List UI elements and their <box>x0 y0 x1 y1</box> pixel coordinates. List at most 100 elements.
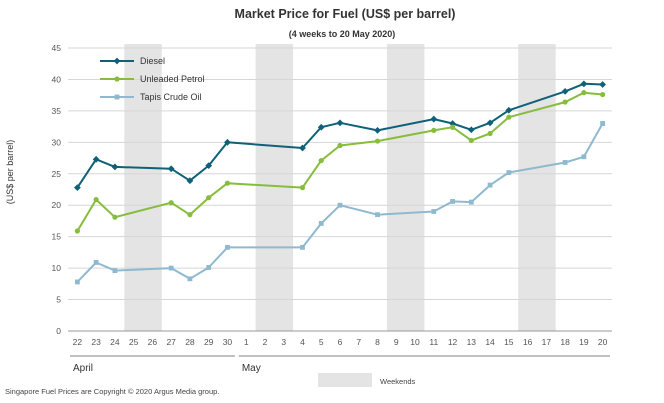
x-tick-label: 28 <box>185 337 195 347</box>
x-tick-label: 19 <box>579 337 589 347</box>
data-point <box>337 142 343 149</box>
data-point <box>337 202 343 208</box>
data-point <box>468 199 474 205</box>
data-point <box>187 212 193 218</box>
x-tick-label: 7 <box>356 337 361 347</box>
data-point <box>318 221 324 226</box>
data-point <box>93 196 99 203</box>
x-tick-label: 27 <box>166 337 176 347</box>
data-point <box>300 244 305 250</box>
data-point <box>168 200 174 206</box>
x-tick-label: 5 <box>319 337 324 347</box>
x-tick-label: 3 <box>281 337 286 347</box>
chart-subtitle: (4 weeks to 20 May 2020) <box>289 29 396 39</box>
data-point <box>581 90 587 96</box>
legend-marker <box>114 94 120 100</box>
data-point <box>506 114 512 120</box>
x-tick-label: 9 <box>394 337 399 347</box>
series-0 <box>73 80 607 192</box>
x-tick-label: 29 <box>204 337 214 347</box>
x-tick-label: 15 <box>504 337 514 347</box>
legend-label: Unleaded Petrol <box>140 74 205 84</box>
x-tick-label: 12 <box>448 337 458 347</box>
x-tick-label: 25 <box>129 337 139 347</box>
legend-marker <box>114 76 120 82</box>
data-point <box>111 163 119 171</box>
data-point <box>205 162 213 170</box>
x-tick-label: 20 <box>598 337 608 347</box>
data-point <box>317 123 325 131</box>
data-point <box>374 138 381 144</box>
data-point <box>299 185 306 191</box>
legend: Diesel Unleaded Petrol Tapis Crude Oil <box>100 56 205 102</box>
data-point <box>431 127 437 133</box>
data-point <box>581 154 587 160</box>
series-lines <box>73 80 607 285</box>
data-point <box>74 279 80 285</box>
weekend-band-0 <box>124 44 162 331</box>
x-tick-label: 14 <box>485 337 495 347</box>
data-point <box>225 244 230 250</box>
x-tick-label: 26 <box>148 337 158 347</box>
y-tick-label: 15 <box>52 232 62 242</box>
legend-marker <box>113 57 121 65</box>
data-point <box>167 165 175 173</box>
data-point <box>487 182 493 188</box>
x-tick-label: 10 <box>410 337 420 347</box>
x-tick-label: 22 <box>73 337 83 347</box>
data-point <box>206 265 212 270</box>
data-point <box>431 209 437 214</box>
y-tick-labels: 0 5 10 15 20 25 30 35 40 45 <box>52 43 62 336</box>
data-point <box>486 119 494 127</box>
x-tick-label: 23 <box>91 337 101 347</box>
data-point <box>449 120 456 127</box>
x-tick-label: 16 <box>523 337 533 347</box>
data-point <box>168 265 174 271</box>
data-point <box>93 260 99 265</box>
data-point <box>112 214 118 220</box>
x-tick-label: 17 <box>542 337 552 347</box>
data-point <box>505 106 513 114</box>
x-tick-label: 13 <box>467 337 477 347</box>
data-point <box>449 124 456 130</box>
data-point <box>112 268 118 274</box>
y-tick-label: 30 <box>52 137 62 147</box>
x-tick-label: 1 <box>244 337 249 347</box>
data-point <box>186 177 194 185</box>
data-point <box>336 119 344 127</box>
y-tick-label: 35 <box>52 106 62 116</box>
data-point <box>450 199 455 204</box>
y-tick-label: 5 <box>56 295 61 305</box>
data-point <box>74 228 80 234</box>
x-tick-label: 24 <box>110 337 120 347</box>
data-point <box>430 115 438 123</box>
month-label: May <box>242 363 261 374</box>
data-point <box>600 91 606 98</box>
data-point <box>374 126 381 134</box>
x-tick-label: 8 <box>375 337 380 347</box>
chart-title: Market Price for Fuel (US$ per barrel) <box>235 7 456 21</box>
data-point <box>562 99 568 105</box>
y-tick-label: 10 <box>52 263 62 273</box>
data-point <box>206 195 212 201</box>
data-point <box>561 87 569 95</box>
data-point <box>299 144 306 152</box>
legend-label: Tapis Crude Oil <box>140 92 202 102</box>
data-point <box>599 81 607 88</box>
copyright-footer: Singapore Fuel Prices are Copyright © 20… <box>5 387 219 396</box>
weekend-band-3 <box>518 44 556 331</box>
series-1 <box>74 90 606 234</box>
y-tick-label: 45 <box>52 43 62 53</box>
data-point <box>224 180 231 186</box>
data-point <box>468 137 474 144</box>
data-point <box>600 121 606 126</box>
x-tick-label: 30 <box>223 337 233 347</box>
y-tick-label: 25 <box>52 169 62 179</box>
y-axis-label: (US$ per barrel) <box>5 140 15 205</box>
weekend-bands <box>124 44 556 331</box>
legend-label: Diesel <box>140 56 165 66</box>
x-tick-label: 18 <box>560 337 570 347</box>
data-point <box>73 184 81 192</box>
data-point <box>506 170 512 175</box>
